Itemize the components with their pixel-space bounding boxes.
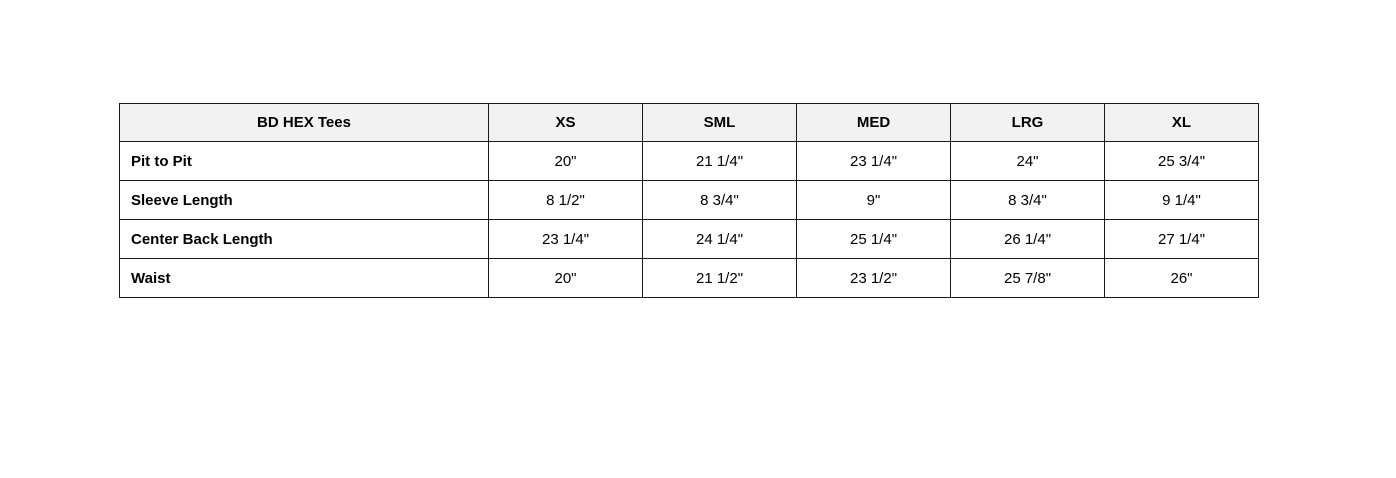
row-label-waist: Waist	[119, 258, 489, 298]
value-pit-to-pit-sml: 21 1/4"	[642, 141, 797, 181]
value-center-back-length-sml: 24 1/4"	[642, 219, 797, 259]
row-label-pit-to-pit: Pit to Pit	[119, 141, 489, 181]
value-center-back-length-lrg: 26 1/4"	[950, 219, 1105, 259]
value-center-back-length-xl: 27 1/4"	[1104, 219, 1259, 259]
value-sleeve-length-xs: 8 1/2"	[488, 180, 643, 220]
table-row-waist: Waist 20" 21 1/2" 23 1/2" 25 7/8" 26"	[119, 258, 1259, 298]
size-chart-table: BD HEX Tees XS SML MED LRG XL Pit to Pit…	[119, 103, 1259, 298]
value-sleeve-length-sml: 8 3/4"	[642, 180, 797, 220]
column-header-sml: SML	[642, 103, 797, 142]
value-pit-to-pit-med: 23 1/4"	[796, 141, 951, 181]
value-pit-to-pit-xs: 20"	[488, 141, 643, 181]
table-title-cell: BD HEX Tees	[119, 103, 489, 142]
column-header-xs: XS	[488, 103, 643, 142]
value-waist-sml: 21 1/2"	[642, 258, 797, 298]
size-chart-container: BD HEX Tees XS SML MED LRG XL Pit to Pit…	[119, 103, 1259, 298]
value-center-back-length-med: 25 1/4"	[796, 219, 951, 259]
value-waist-xl: 26"	[1104, 258, 1259, 298]
value-waist-med: 23 1/2"	[796, 258, 951, 298]
row-label-sleeve-length: Sleeve Length	[119, 180, 489, 220]
value-pit-to-pit-xl: 25 3/4"	[1104, 141, 1259, 181]
value-sleeve-length-med: 9"	[796, 180, 951, 220]
value-pit-to-pit-lrg: 24"	[950, 141, 1105, 181]
column-header-xl: XL	[1104, 103, 1259, 142]
value-waist-xs: 20"	[488, 258, 643, 298]
value-waist-lrg: 25 7/8"	[950, 258, 1105, 298]
table-row-sleeve-length: Sleeve Length 8 1/2" 8 3/4" 9" 8 3/4" 9 …	[119, 180, 1259, 220]
column-header-med: MED	[796, 103, 951, 142]
table-row-center-back-length: Center Back Length 23 1/4" 24 1/4" 25 1/…	[119, 219, 1259, 259]
value-center-back-length-xs: 23 1/4"	[488, 219, 643, 259]
table-row-pit-to-pit: Pit to Pit 20" 21 1/4" 23 1/4" 24" 25 3/…	[119, 141, 1259, 181]
value-sleeve-length-lrg: 8 3/4"	[950, 180, 1105, 220]
value-sleeve-length-xl: 9 1/4"	[1104, 180, 1259, 220]
table-header-row: BD HEX Tees XS SML MED LRG XL	[119, 103, 1259, 142]
row-label-center-back-length: Center Back Length	[119, 219, 489, 259]
column-header-lrg: LRG	[950, 103, 1105, 142]
